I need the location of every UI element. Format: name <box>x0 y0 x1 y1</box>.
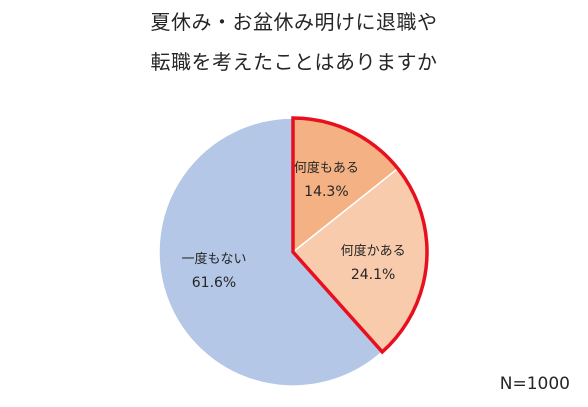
chart-title-line-1: 夏休み・お盆休み明けに退職や <box>150 10 438 34</box>
slice-label-3: 一度もない <box>181 251 246 267</box>
slice-label-2: 何度かある <box>341 243 406 259</box>
slice-label-1: 何度もある <box>294 160 359 176</box>
highlight-outline <box>291 116 429 355</box>
slice-value-label-2: 24.1% <box>351 267 395 283</box>
chart-title-line-2: 転職を考えたことはありますか <box>150 50 438 74</box>
slice-value-label-1: 14.3% <box>304 184 348 200</box>
slice-value-label-3: 61.6% <box>192 275 236 291</box>
sample-size-note: N=1000 <box>499 374 570 394</box>
pie-slice-3 <box>158 117 384 387</box>
